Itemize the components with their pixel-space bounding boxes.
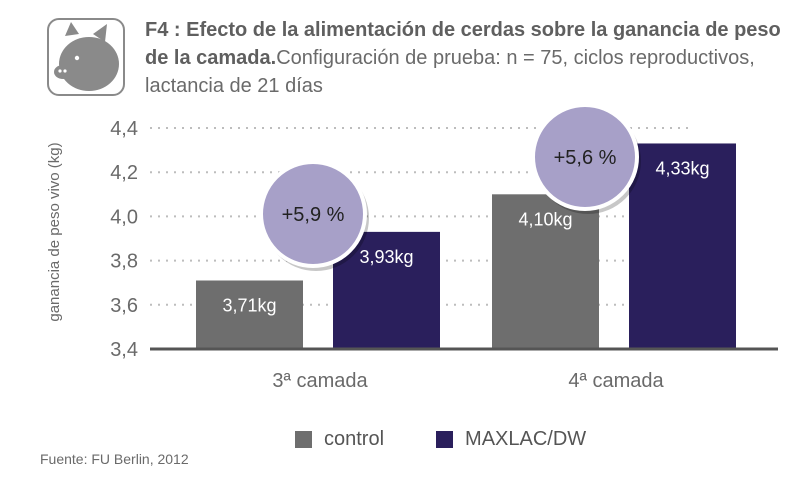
- y-tick-label: 4,2: [110, 162, 138, 184]
- bar-value-label: 3,71kg: [222, 295, 276, 315]
- legend-swatch-control: [295, 431, 312, 448]
- title-bold-text: F4 : Efecto de la alimentación de cerdas…: [145, 19, 781, 69]
- bar-value-label: 4,10kg: [518, 209, 572, 229]
- y-tick-label: 3,4: [110, 339, 138, 361]
- legend-label-maxlac: MAXLAC/DW: [465, 428, 587, 450]
- annotation-label: +5,9 %: [282, 204, 345, 226]
- legend-item-control: control: [295, 428, 384, 451]
- title-normal-text: Configuración de prueba: n = 75, ciclos …: [145, 47, 755, 97]
- y-tick-label: 4,0: [110, 206, 138, 228]
- pig-icon: [47, 18, 125, 96]
- y-tick-label: 3,8: [110, 251, 138, 273]
- y-tick-label: 3,6: [110, 295, 138, 317]
- source-note: Fuente: FU Berlin, 2012: [40, 451, 189, 467]
- chart-title: F4 : Efecto de la alimentación de cerdas…: [145, 16, 785, 100]
- legend: control MAXLAC/DW: [295, 428, 638, 451]
- bar-value-label: 3,93kg: [359, 247, 413, 267]
- annotation-label: +5,6 %: [554, 147, 617, 169]
- bar-value-label: 4,33kg: [655, 158, 709, 178]
- bar-control-1: [196, 280, 303, 349]
- y-tick-label: 4,4: [110, 118, 138, 140]
- x-category-label: 4ª camada: [568, 370, 664, 392]
- annotation-circle: [531, 103, 639, 211]
- x-category-label: 3ª camada: [272, 370, 368, 392]
- legend-swatch-maxlac: [436, 431, 454, 448]
- annotation-circle: [259, 160, 367, 268]
- bar-maxlacdw-2: [629, 143, 736, 349]
- legend-label-control: control: [324, 428, 385, 450]
- y-axis-label: ganancia de peso vivo (kg): [46, 142, 63, 321]
- legend-item-maxlac: MAXLAC/DW: [436, 428, 586, 451]
- bar-control-2: [492, 194, 599, 349]
